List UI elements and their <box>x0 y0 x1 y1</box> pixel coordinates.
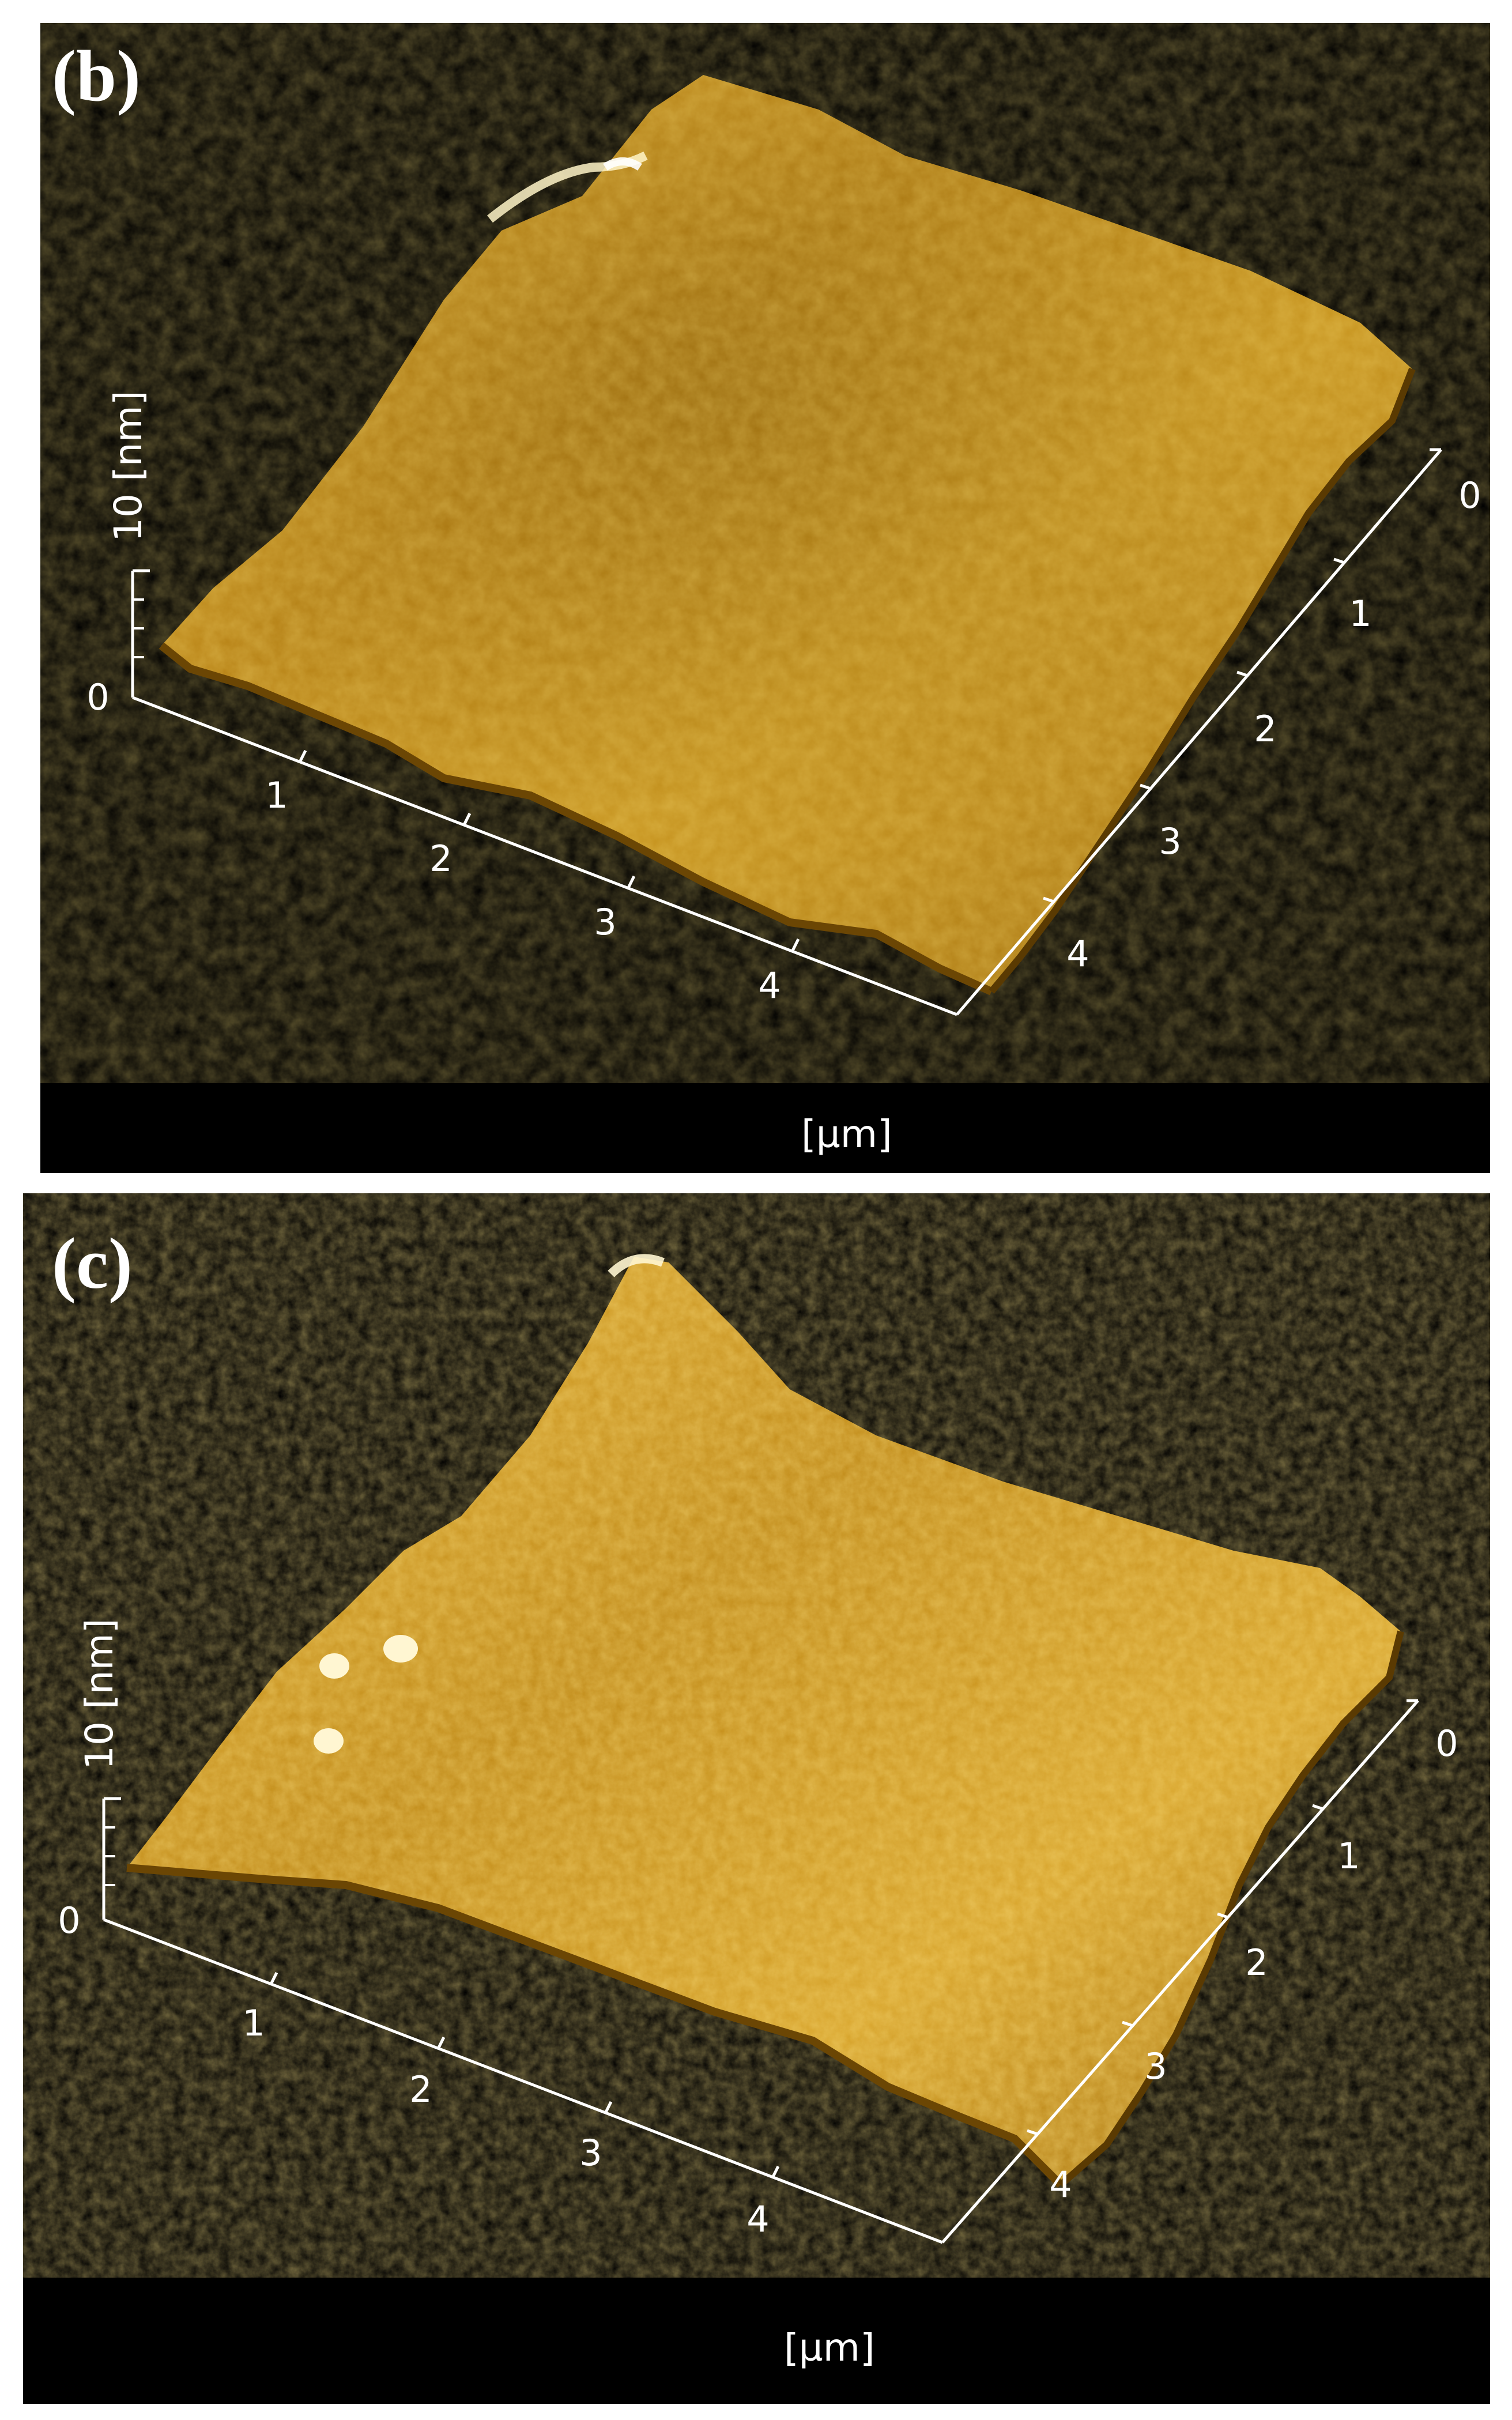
panel-label: (b) <box>52 36 141 116</box>
x-tick: 3 <box>594 901 617 943</box>
afm-panel-b: (b) 10 [nm] 0 1 2 3 4 0 1 2 3 4 [µm] <box>40 23 1490 1173</box>
y-tick: 4 <box>1066 933 1089 975</box>
afm-surface-b <box>131 75 1442 1016</box>
y-tick: 2 <box>1254 708 1277 750</box>
afm-surface-c <box>102 1254 1419 2244</box>
y-tick: 2 <box>1245 1942 1268 1984</box>
y-tick: 3 <box>1159 820 1182 862</box>
afm-panel-c: (c) 10 [nm] 0 1 2 3 4 0 1 2 3 4 [µm] <box>23 1193 1490 2404</box>
x-tick: 4 <box>746 2198 770 2240</box>
xy-unit-label: [µm] <box>784 2325 875 2370</box>
y-tick: 4 <box>1049 2163 1072 2206</box>
z-axis-zero: 0 <box>58 1899 81 1942</box>
z-axis-label: 10 [nm] <box>106 390 150 542</box>
xy-unit-label: [µm] <box>801 1112 892 1156</box>
y-tick: 3 <box>1144 2045 1167 2087</box>
z-axis-label: 10 [nm] <box>77 1618 122 1770</box>
panel-label: (c) <box>52 1224 133 1304</box>
y-tick: 1 <box>1349 593 1372 635</box>
x-tick: 2 <box>429 838 453 880</box>
y-tick: 0 <box>1458 474 1481 517</box>
x-tick: 3 <box>579 2132 602 2174</box>
x-tick: 1 <box>242 2002 265 2044</box>
x-tick: 1 <box>265 774 288 816</box>
y-tick: 1 <box>1337 1835 1360 1877</box>
z-axis-zero: 0 <box>86 676 110 718</box>
x-tick: 4 <box>758 964 781 1007</box>
x-tick: 2 <box>409 2068 432 2110</box>
y-tick: 0 <box>1435 1722 1458 1765</box>
